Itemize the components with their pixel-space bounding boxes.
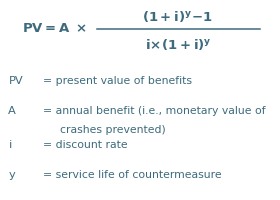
Text: i: i — [8, 140, 12, 150]
Text: crashes prevented): crashes prevented) — [60, 125, 166, 135]
Text: = present value of benefits: = present value of benefits — [43, 76, 192, 86]
Text: A: A — [8, 106, 16, 116]
Text: $\mathbf{(1+i)^{y}\!-\!1}$: $\mathbf{(1+i)^{y}\!-\!1}$ — [142, 8, 213, 23]
Text: $\mathbf{i\!\times\!(1+i)^{y}}$: $\mathbf{i\!\times\!(1+i)^{y}}$ — [144, 38, 211, 52]
Text: = annual benefit (i.e., monetary value of: = annual benefit (i.e., monetary value o… — [43, 106, 266, 116]
Text: = discount rate: = discount rate — [43, 140, 128, 150]
Text: = service life of countermeasure: = service life of countermeasure — [43, 170, 222, 180]
Text: $\mathbf{PV = A\ \times}$: $\mathbf{PV = A\ \times}$ — [22, 22, 87, 36]
Text: PV: PV — [8, 76, 23, 86]
Text: y: y — [8, 170, 15, 180]
